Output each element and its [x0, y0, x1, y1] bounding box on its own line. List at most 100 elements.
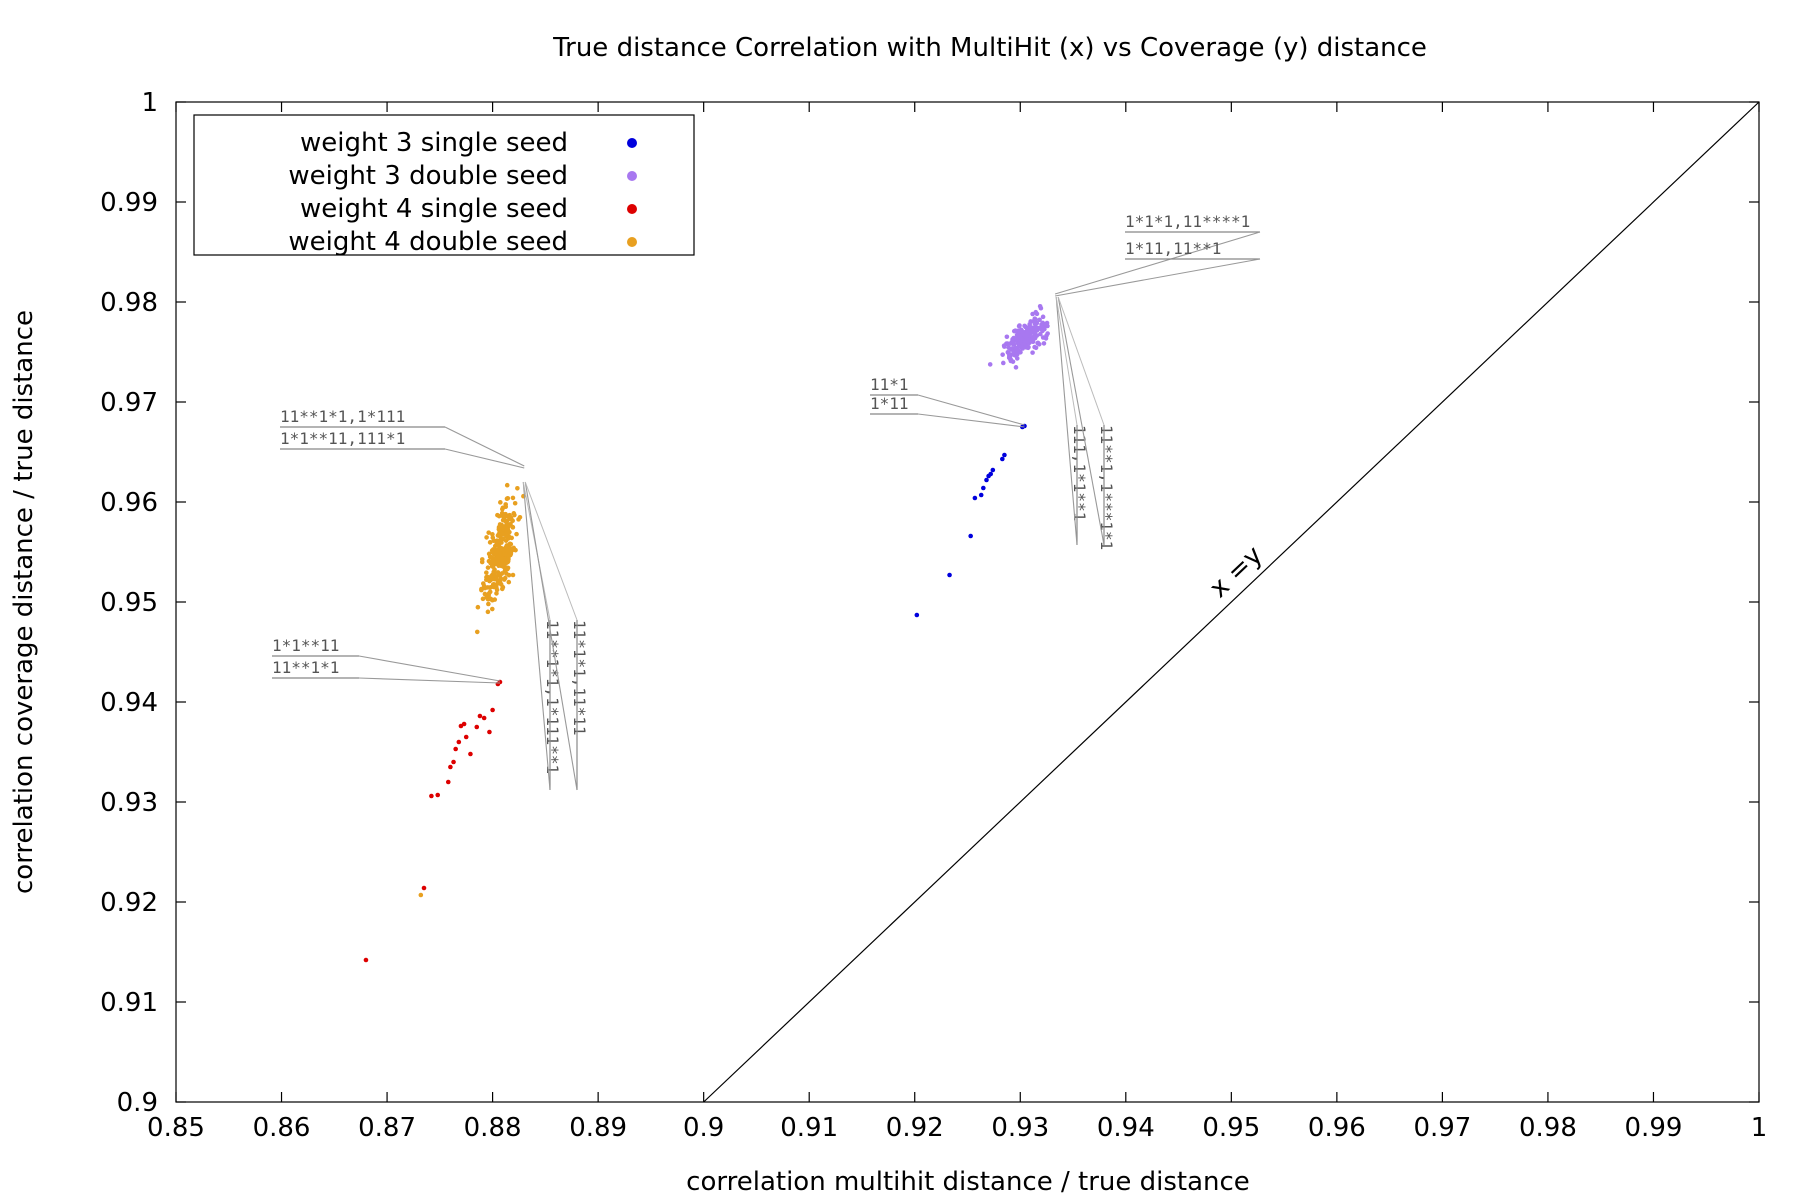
weight-4-double-seed-point: [500, 536, 506, 542]
weight-3-single-seed-point: [968, 533, 973, 539]
weight-4-single-seed-point: [435, 792, 441, 798]
weight-3-single-seed-point: [988, 471, 994, 477]
weight-4-double-seed-point: [488, 554, 493, 560]
chart-title: True distance Correlation with MultiHit …: [552, 33, 1427, 63]
weight-4-double-seed-point: [510, 572, 516, 578]
weight-4-single-seed-point: [481, 715, 487, 721]
x-tick-label: 0.94: [1097, 1113, 1155, 1143]
weight-4-double-seed-point: [508, 515, 514, 521]
x-tick-label: 0.92: [886, 1113, 944, 1143]
weight-4-double-seed-point: [485, 609, 491, 615]
weight-3-single-seed-point: [972, 495, 978, 501]
weight-4-double-seed-point: [491, 582, 497, 587]
annotation-leader: [917, 394, 1025, 426]
weight-3-double-seed-point: [1042, 326, 1047, 332]
weight-4-double-seed-point: [490, 535, 496, 540]
legend-label: weight 3 single seed: [300, 128, 568, 158]
weight-3-single-seed-point: [914, 612, 920, 618]
weight-4-double-seed-point: [491, 571, 497, 576]
weight-4-double-seed-point: [504, 518, 510, 524]
weight-4-double-seed-point: [487, 589, 493, 595]
weight-4-double-seed-point: [497, 547, 503, 553]
weight-4-double-seed-point: [488, 584, 494, 590]
weight-3-double-seed-point: [1016, 343, 1022, 349]
weight-4-single-seed-point: [487, 729, 492, 735]
annotation-label: 1*11,11**1: [1125, 239, 1221, 258]
weight-4-double-seed-point: [479, 559, 485, 565]
weight-4-single-seed-point: [421, 885, 427, 891]
weight-4-double-seed-point: [490, 564, 496, 570]
annotation-a5: 11**1*1,1*111**1 11*1*1,11*11: [522, 481, 589, 791]
annotation-leader: [524, 481, 578, 791]
weight-4-double-seed-point: [487, 540, 493, 545]
reference-line-label: x =y: [1204, 540, 1269, 604]
weight-3-double-seed-point: [1037, 317, 1042, 323]
weight-3-double-seed-point: [1030, 311, 1035, 317]
weight-3-double-seed-point: [1023, 324, 1028, 330]
annotation-leader: [1054, 258, 1261, 297]
weight-3-double-seed-point: [1044, 320, 1050, 326]
weight-4-double-seed-point: [479, 586, 484, 592]
weight-4-double-seed-point: [480, 596, 486, 602]
annotation-label: 11**1,1***1*1: [1097, 425, 1116, 550]
y-tick-label: 0.93: [100, 788, 158, 818]
x-tick-label: 0.88: [464, 1113, 522, 1143]
weight-3-double-seed-point: [1015, 348, 1020, 354]
annotation-leader: [444, 448, 525, 469]
weight-3-double-seed-point: [1023, 345, 1029, 350]
x-tick-label: 0.99: [1625, 1113, 1683, 1143]
weight-3-double-seed-point: [1033, 329, 1038, 335]
weight-3-single-seed-point: [1002, 452, 1007, 458]
weight-4-double-seed-point: [495, 512, 500, 518]
weight-3-double-seed-point: [1045, 331, 1050, 336]
weight-4-single-seed-point: [429, 793, 434, 799]
weight-3-double-seed-point: [1017, 323, 1022, 328]
weight-4-double-seed-point: [509, 535, 514, 541]
weight-4-double-seed-point: [510, 495, 516, 501]
weight-4-double-seed-point: [486, 601, 491, 607]
annotation-leader: [358, 677, 501, 684]
weight-4-single-seed-point: [477, 713, 483, 719]
weight-4-double-seed-point: [489, 606, 495, 612]
weight-4-double-seed-point: [481, 583, 487, 589]
weight-3-single-seed-point: [984, 477, 989, 483]
weight-4-double-seed-point: [490, 532, 495, 537]
weight-4-double-seed-point: [474, 629, 480, 635]
weight-4-double-seed-point: [475, 604, 481, 610]
annotation-leader: [1054, 231, 1261, 295]
reference-line: x =y: [703, 101, 1760, 1103]
weight-4-double-seed-point: [494, 538, 500, 543]
weight-4-double-seed-point: [488, 596, 494, 602]
weight-4-double-seed-point: [505, 522, 510, 528]
weight-4-double-seed-point: [503, 502, 509, 507]
x-tick-label: 0.89: [569, 1113, 627, 1143]
x-tick-label: 0.98: [1519, 1113, 1577, 1143]
weight-4-double-seed-point: [494, 591, 499, 596]
y-tick-label: 0.96: [100, 488, 158, 518]
annotation-label: 11*1: [870, 375, 909, 394]
weight-3-double-seed-point: [1008, 341, 1013, 346]
x-tick-label: 0.93: [991, 1113, 1049, 1143]
weight-3-double-seed-point: [1015, 337, 1020, 342]
weight-4-single-seed-point: [474, 724, 480, 730]
annotation-a1: 1*1*1,11****1 1*11,11**1: [1054, 212, 1261, 297]
weight-3-double-seed-point: [1011, 328, 1017, 334]
weight-3-double-seed-point: [1019, 336, 1024, 341]
weight-3-single-seed-point: [990, 467, 996, 473]
weight-3-double-seed-point: [1030, 335, 1036, 340]
weight-4-double-seed-point: [506, 572, 512, 578]
weight-4-single-seed-point: [468, 751, 473, 757]
weight-4-double-seed-point: [418, 892, 424, 898]
y-tick-label: 0.97: [100, 388, 158, 418]
weight-4-double-seed-point: [505, 548, 510, 554]
weight-4-double-seed-point: [494, 574, 499, 579]
annotation-label: 11**1*1,1*111**1: [543, 620, 562, 774]
weight-4-double-seed-point: [501, 515, 507, 521]
annotation-label: 1*11: [870, 394, 909, 413]
weight-4-double-seed-point: [504, 533, 509, 539]
weight-4-single-seed-point: [453, 746, 458, 752]
annotation-leader: [522, 481, 551, 791]
weight-4-double-seed-point: [500, 506, 505, 512]
weight-4-single-seed-point: [490, 707, 495, 713]
weight-4-double-seed-point: [484, 574, 489, 580]
